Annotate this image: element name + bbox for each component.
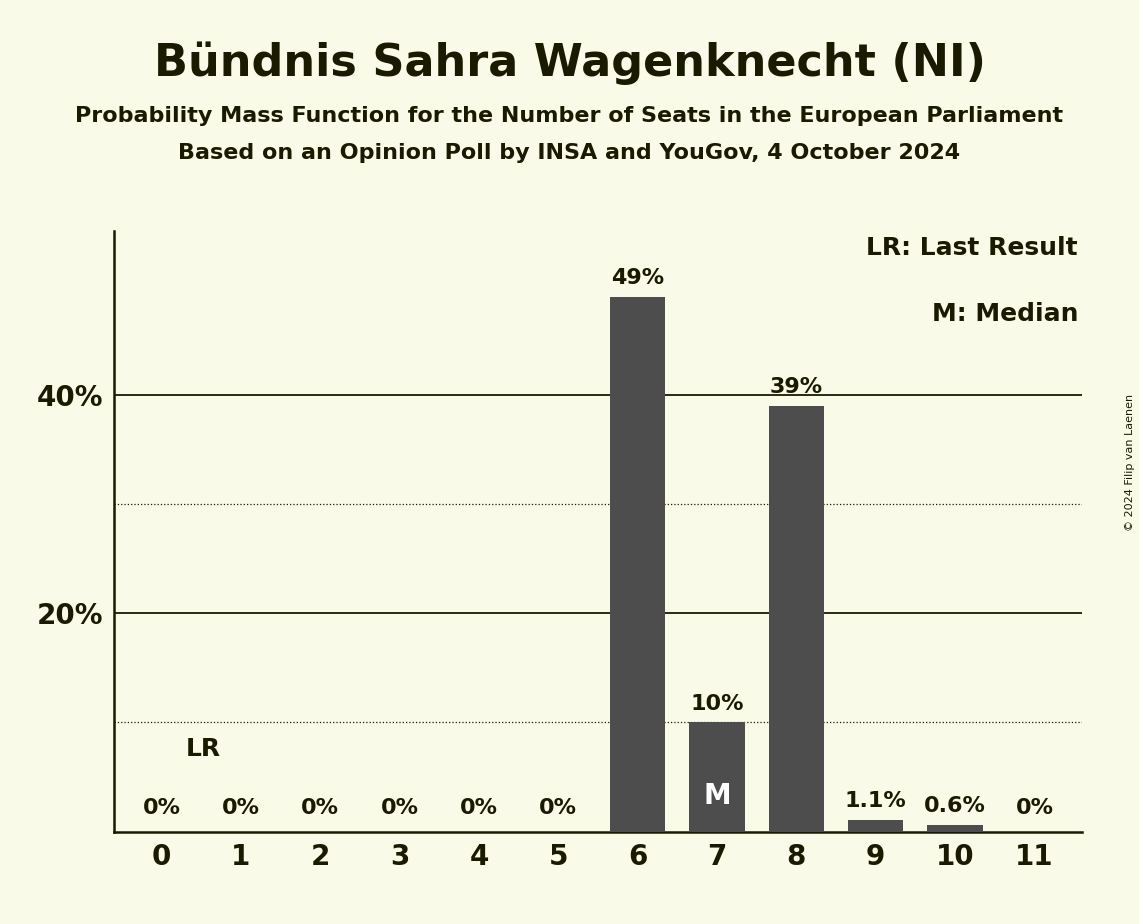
Text: 0%: 0% [380, 798, 419, 819]
Text: Bündnis Sahra Wagenknecht (NI): Bündnis Sahra Wagenknecht (NI) [154, 42, 985, 85]
Bar [689, 723, 745, 832]
Text: 0.6%: 0.6% [924, 796, 986, 816]
Text: 0%: 0% [539, 798, 577, 819]
Bar [847, 820, 903, 832]
Text: 0%: 0% [460, 798, 498, 819]
Bar [927, 825, 983, 832]
Text: 0%: 0% [142, 798, 180, 819]
Text: © 2024 Filip van Laenen: © 2024 Filip van Laenen [1125, 394, 1134, 530]
Bar [769, 406, 825, 832]
Text: Based on an Opinion Poll by INSA and YouGov, 4 October 2024: Based on an Opinion Poll by INSA and You… [179, 143, 960, 164]
Text: 39%: 39% [770, 377, 823, 397]
Text: 0%: 0% [1016, 798, 1054, 819]
Text: 49%: 49% [612, 268, 664, 287]
Text: Probability Mass Function for the Number of Seats in the European Parliament: Probability Mass Function for the Number… [75, 106, 1064, 127]
Text: M: M [703, 782, 731, 809]
Bar [609, 297, 665, 832]
Text: 10%: 10% [690, 694, 744, 713]
Text: LR: LR [186, 736, 221, 760]
Text: LR: Last Result: LR: Last Result [867, 237, 1079, 261]
Text: 0%: 0% [301, 798, 339, 819]
Text: 1.1%: 1.1% [845, 791, 907, 811]
Text: M: Median: M: Median [932, 302, 1079, 326]
Text: 0%: 0% [222, 798, 260, 819]
